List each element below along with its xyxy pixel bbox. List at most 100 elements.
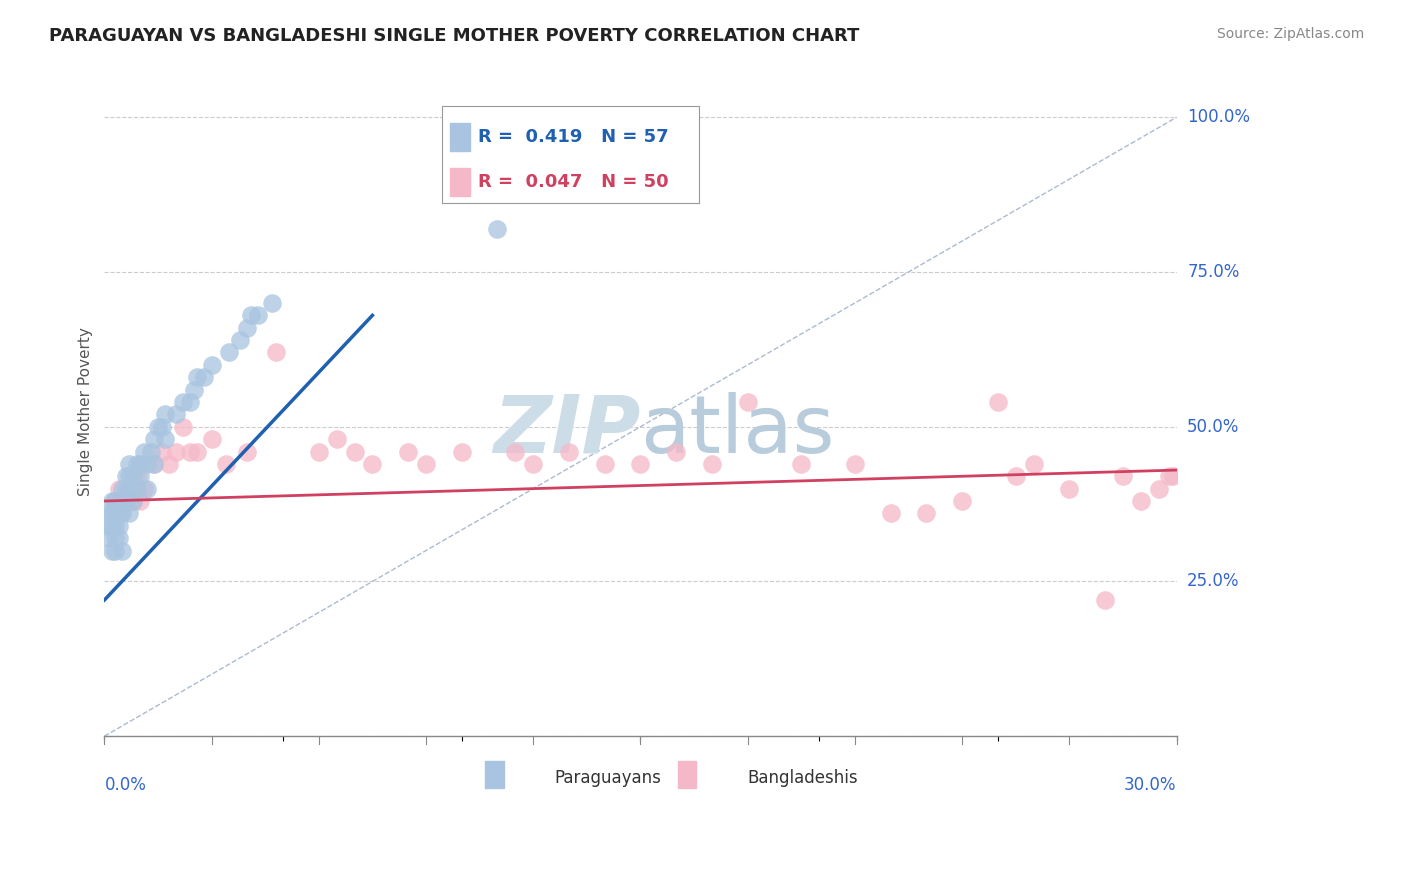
Point (122, 469, 145, 483)
FancyBboxPatch shape (441, 106, 699, 203)
Point (343, 444, 366, 458)
Point (118, 482, 141, 496)
Point (97, 507, 120, 521)
Point (950, 494, 973, 508)
Point (136, 482, 159, 496)
Point (136, 457, 159, 471)
Point (143, 457, 166, 471)
Point (118, 469, 141, 483)
Point (111, 543, 134, 558)
Point (104, 518, 127, 533)
Point (415, 457, 437, 471)
Point (236, 444, 259, 458)
Point (172, 419, 194, 434)
Point (247, 309, 270, 323)
Point (143, 432, 166, 446)
Point (153, 408, 176, 422)
Point (132, 444, 155, 458)
Point (114, 482, 136, 496)
Point (179, 444, 201, 458)
Point (97, 531, 120, 545)
Bar (678, 761, 696, 788)
Point (186, 444, 208, 458)
Point (104, 494, 127, 508)
Point (165, 444, 187, 458)
Point (114, 494, 136, 508)
Point (150, 444, 173, 458)
Text: R =  0.419   N = 57: R = 0.419 N = 57 (478, 128, 669, 146)
Point (1159, 469, 1181, 483)
Point (114, 494, 136, 508)
Point (264, 345, 287, 359)
Point (1094, 593, 1116, 607)
Point (129, 469, 152, 483)
Point (700, 457, 723, 471)
Text: 100.0%: 100.0% (1187, 108, 1250, 127)
Point (104, 494, 127, 508)
Point (104, 531, 127, 545)
Point (111, 507, 134, 521)
Point (153, 432, 176, 446)
Point (97, 518, 120, 533)
Point (1129, 494, 1152, 508)
Point (183, 383, 205, 397)
Point (325, 432, 347, 446)
Text: Bangladeshis: Bangladeshis (748, 770, 858, 788)
Bar (450, 169, 471, 195)
Text: 75.0%: 75.0% (1187, 263, 1240, 281)
Point (200, 358, 222, 372)
Point (308, 444, 330, 458)
Point (114, 469, 136, 483)
Text: R =  0.047   N = 50: R = 0.047 N = 50 (478, 173, 669, 191)
Point (111, 494, 134, 508)
Point (129, 494, 152, 508)
Point (125, 469, 148, 483)
Point (558, 444, 581, 458)
Point (118, 507, 141, 521)
Text: atlas: atlas (641, 392, 835, 470)
Text: Paraguayans: Paraguayans (555, 770, 662, 788)
Point (111, 507, 134, 521)
Point (915, 507, 938, 521)
Point (450, 444, 472, 458)
Bar (450, 123, 471, 151)
Point (790, 457, 813, 471)
Point (107, 507, 129, 521)
Point (157, 457, 180, 471)
Point (486, 221, 509, 235)
Point (100, 543, 122, 558)
Point (505, 444, 527, 458)
Point (987, 395, 1010, 409)
Point (111, 482, 134, 496)
Point (150, 419, 173, 434)
Point (396, 444, 419, 458)
Point (132, 482, 155, 496)
Point (172, 395, 194, 409)
Point (118, 457, 141, 471)
Point (1112, 469, 1135, 483)
Point (104, 507, 127, 521)
Point (262, 296, 284, 310)
Point (844, 457, 866, 471)
Text: 25.0%: 25.0% (1187, 573, 1240, 591)
Text: ZIP: ZIP (494, 392, 641, 470)
Point (122, 494, 145, 508)
Point (139, 444, 162, 458)
Point (236, 320, 259, 334)
Point (125, 482, 148, 496)
Point (100, 518, 122, 533)
Point (630, 457, 652, 471)
Point (1004, 469, 1026, 483)
Point (100, 507, 122, 521)
Bar (485, 761, 503, 788)
Point (104, 543, 127, 558)
Point (239, 309, 262, 323)
Point (737, 395, 759, 409)
Point (665, 444, 688, 458)
Point (143, 457, 166, 471)
Point (361, 457, 384, 471)
Text: 30.0%: 30.0% (1123, 776, 1177, 795)
Point (100, 494, 122, 508)
Text: 0.0%: 0.0% (104, 776, 146, 795)
Point (1161, 469, 1184, 483)
